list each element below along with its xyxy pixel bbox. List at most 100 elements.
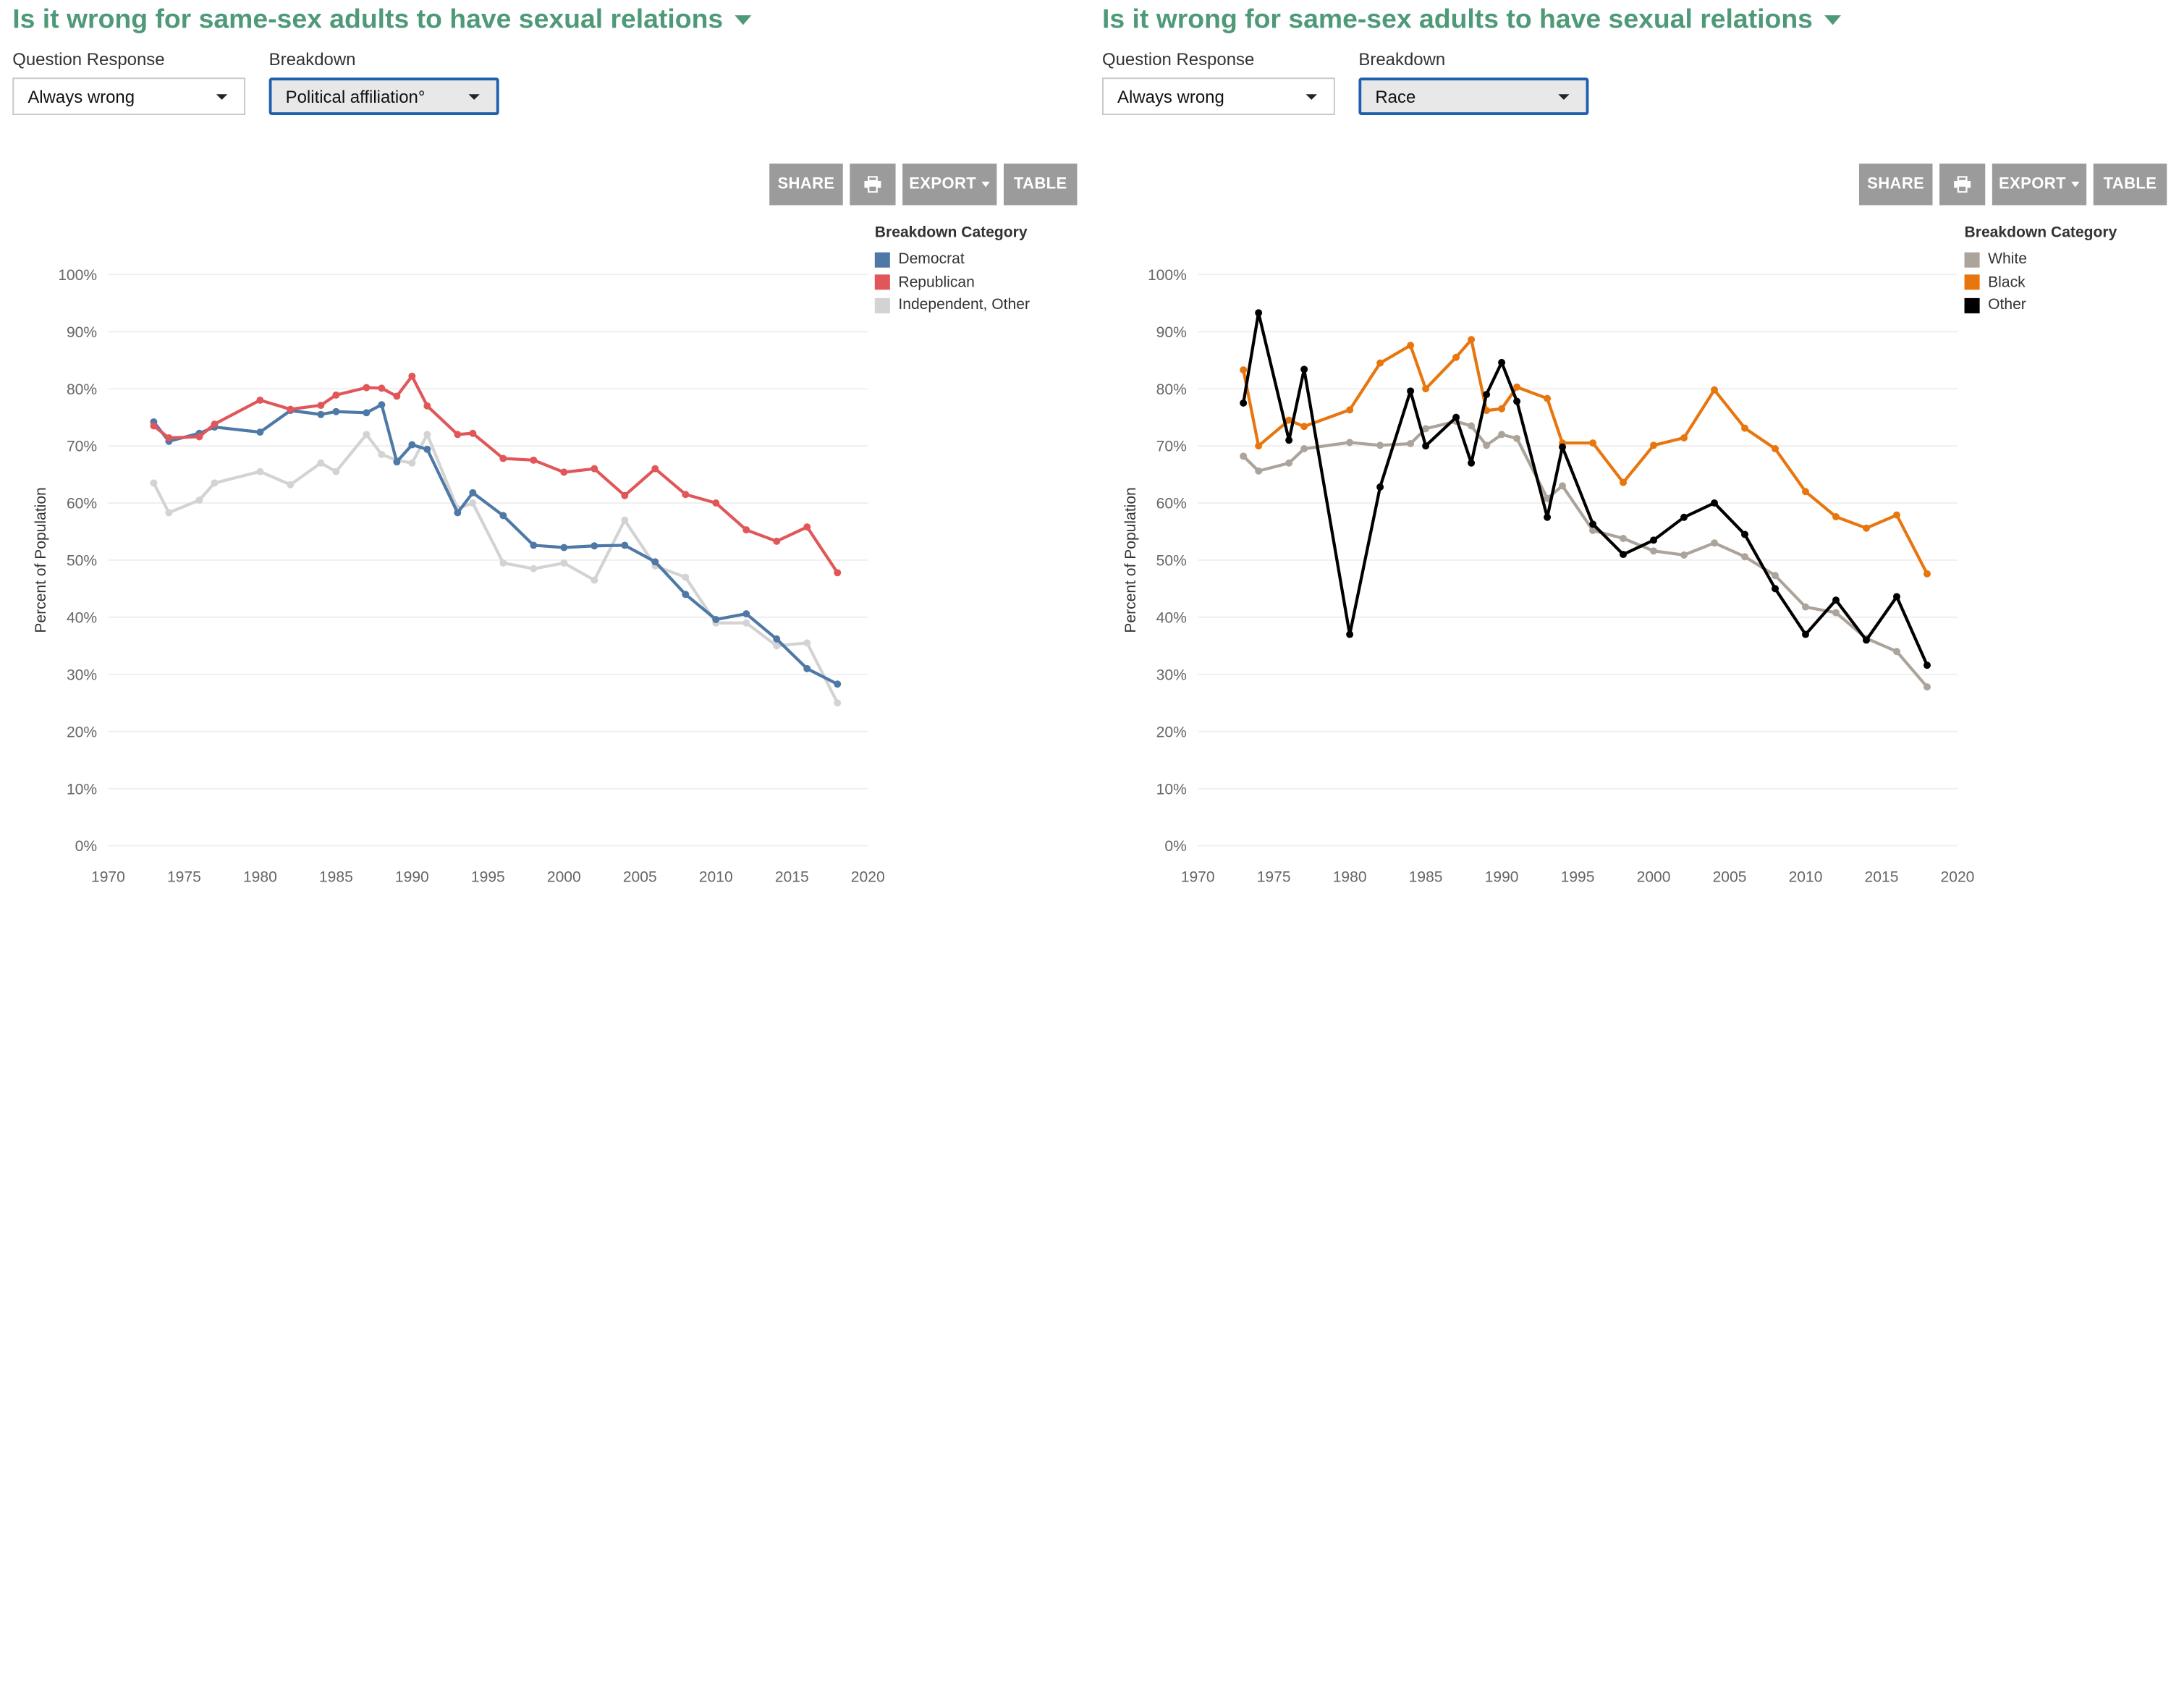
x-tick-label: 1990 <box>1485 868 1519 885</box>
x-tick-label: 1975 <box>167 868 201 885</box>
data-point <box>1422 442 1430 450</box>
breakdown-select[interactable]: Political affiliation° <box>268 77 499 116</box>
data-point <box>591 542 598 550</box>
title-caret-icon[interactable] <box>1824 15 1841 26</box>
x-tick-label: 1980 <box>243 868 277 885</box>
data-point <box>1285 416 1293 424</box>
data-point <box>1893 511 1900 519</box>
data-point <box>1513 434 1521 442</box>
data-point <box>530 565 538 572</box>
data-point <box>1483 441 1491 449</box>
data-point <box>150 479 158 487</box>
data-point <box>499 512 507 520</box>
print-button[interactable] <box>1939 164 1986 206</box>
export-button[interactable]: EXPORT <box>902 164 997 206</box>
data-point <box>1240 399 1248 407</box>
share-button[interactable]: SHARE <box>769 164 843 206</box>
legend-swatch <box>874 274 890 290</box>
share-button[interactable]: SHARE <box>1858 164 1933 206</box>
legend-item-white[interactable]: White <box>1964 248 2117 271</box>
data-point <box>1772 445 1779 453</box>
data-point <box>1422 385 1430 393</box>
question-response-select[interactable]: Always wrong <box>12 77 246 116</box>
legend-item-independent-other[interactable]: Independent, Other <box>874 294 1030 317</box>
x-tick-label: 1970 <box>91 868 125 885</box>
y-tick-label: 0% <box>1164 838 1186 855</box>
series-line <box>152 433 839 705</box>
data-point <box>1832 609 1840 617</box>
data-point <box>1255 309 1263 317</box>
breakdown-select[interactable]: Race <box>1358 77 1589 116</box>
y-tick-label: 20% <box>67 724 97 740</box>
print-button[interactable] <box>850 164 896 206</box>
x-tick-label: 1975 <box>1257 868 1291 885</box>
data-point <box>454 509 462 517</box>
chart-title[interactable]: Is it wrong for same-sex adults to have … <box>12 4 751 36</box>
data-point <box>1650 441 1658 449</box>
data-point <box>1893 648 1900 656</box>
x-tick-label: 2000 <box>547 868 581 885</box>
y-tick-label: 30% <box>67 667 97 683</box>
data-point <box>1650 547 1658 555</box>
data-point <box>1498 358 1506 366</box>
question-response-select[interactable]: Always wrong <box>1101 77 1335 116</box>
data-point <box>393 458 401 466</box>
data-point <box>1711 386 1719 394</box>
x-tick-label: 1970 <box>1181 868 1215 885</box>
legend-item-other[interactable]: Other <box>1964 294 2117 317</box>
data-point <box>211 420 219 428</box>
legend-item-republican[interactable]: Republican <box>874 271 1030 295</box>
line-chart: 0% 10% 20% 30% 40% 50% 60% 70% 80% 90% 100% 1970 197… <box>33 267 884 885</box>
data-point <box>1498 431 1506 439</box>
data-point <box>621 491 629 499</box>
chart-title-text[interactable]: Is it wrong for same-sex adults to have … <box>12 4 724 35</box>
legend-item-black[interactable]: Black <box>1964 271 2117 295</box>
data-point <box>378 384 386 392</box>
data-point <box>332 407 340 415</box>
data-point <box>1483 391 1491 399</box>
x-tick-label: 2005 <box>1713 868 1747 885</box>
question-response-value: Always wrong <box>1117 87 1224 107</box>
data-point <box>651 558 659 566</box>
data-point <box>773 635 781 643</box>
chevron-down-icon <box>216 93 228 99</box>
table-button[interactable]: TABLE <box>2093 164 2167 206</box>
data-point <box>1559 482 1567 490</box>
data-point <box>1589 520 1597 528</box>
data-point <box>773 537 781 545</box>
data-point <box>530 541 538 549</box>
series-line <box>1242 338 1929 576</box>
y-tick-label: 80% <box>1156 381 1187 398</box>
x-tick-label: 1990 <box>395 868 429 885</box>
chart-title-text[interactable]: Is it wrong for same-sex adults to have … <box>1101 4 1813 35</box>
data-point <box>803 664 811 672</box>
breakdown-value: Political affiliation° <box>285 87 426 107</box>
data-point <box>1285 459 1293 467</box>
export-button[interactable]: EXPORT <box>1992 164 2087 206</box>
data-point <box>1544 494 1552 502</box>
title-caret-icon[interactable] <box>734 15 751 26</box>
data-point <box>1452 413 1460 421</box>
data-point <box>1376 483 1384 491</box>
legend: Breakdown Category Democrat Republican I… <box>874 224 1030 317</box>
data-point <box>1544 394 1552 402</box>
data-point <box>1407 387 1415 395</box>
question-response-value: Always wrong <box>27 87 135 107</box>
x-tick-label: 1985 <box>319 868 353 885</box>
y-tick-label: 70% <box>67 439 97 455</box>
chart-title[interactable]: Is it wrong for same-sex adults to have … <box>1101 4 1841 36</box>
data-point <box>1468 459 1476 467</box>
x-tick-label: 1995 <box>471 868 505 885</box>
data-point <box>195 496 203 504</box>
y-tick-label: 100% <box>1148 267 1187 284</box>
legend-item-democrat[interactable]: Democrat <box>874 248 1030 271</box>
data-point <box>256 396 264 404</box>
data-point <box>682 491 690 499</box>
data-point <box>1513 397 1521 405</box>
data-point <box>1620 551 1628 559</box>
y-tick-label: 20% <box>1156 724 1187 740</box>
table-button[interactable]: TABLE <box>1003 164 1078 206</box>
data-point <box>712 499 720 507</box>
y-tick-label: 40% <box>67 610 97 627</box>
data-point <box>1255 467 1263 475</box>
